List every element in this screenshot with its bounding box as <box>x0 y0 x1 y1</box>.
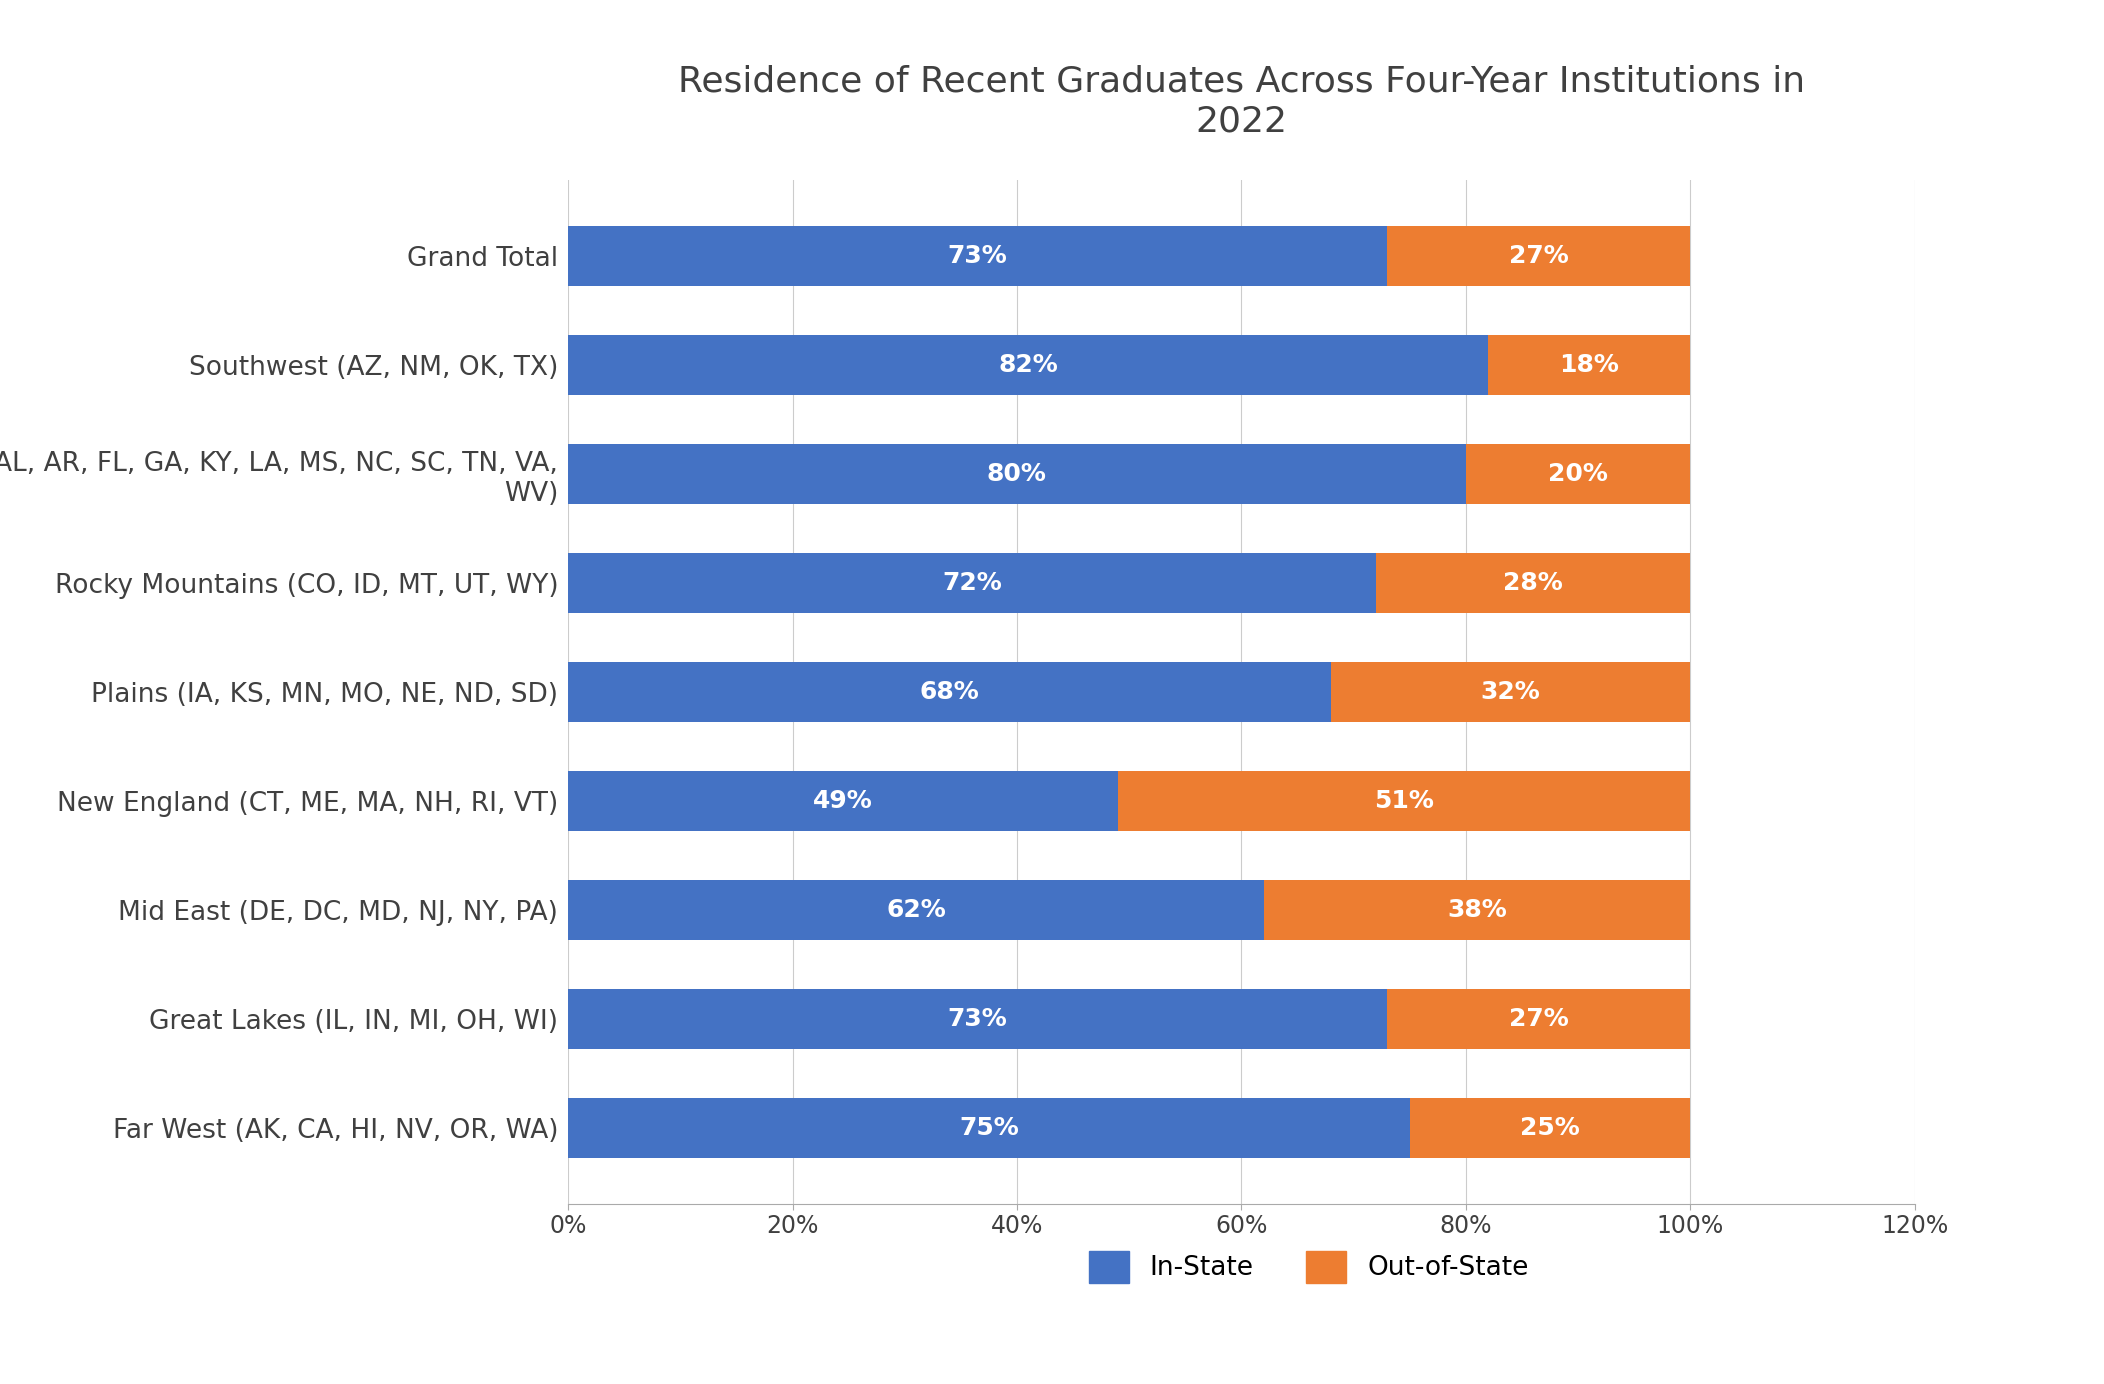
Text: 32%: 32% <box>1481 680 1540 704</box>
Bar <box>568 1098 1410 1157</box>
Text: 80%: 80% <box>987 462 1048 486</box>
Bar <box>1117 771 1690 830</box>
Text: 75%: 75% <box>959 1116 1018 1139</box>
Legend: In-State, Out-of-State: In-State, Out-of-State <box>1079 1240 1538 1293</box>
Bar <box>568 880 1265 940</box>
Text: 73%: 73% <box>947 245 1008 268</box>
Title: Residence of Recent Graduates Across Four-Year Institutions in
2022: Residence of Recent Graduates Across Fou… <box>677 65 1805 138</box>
Bar <box>1332 662 1690 722</box>
Text: 18%: 18% <box>1559 353 1620 378</box>
Text: 51%: 51% <box>1374 789 1435 812</box>
Bar <box>568 444 1466 504</box>
Text: 27%: 27% <box>1509 245 1570 268</box>
Bar <box>568 227 1387 286</box>
Bar <box>568 662 1332 722</box>
Bar <box>568 771 1117 830</box>
Text: 38%: 38% <box>1448 898 1506 922</box>
Bar <box>1387 227 1690 286</box>
Text: 27%: 27% <box>1509 1006 1570 1031</box>
Bar <box>568 335 1488 396</box>
Bar <box>568 988 1387 1049</box>
Text: 25%: 25% <box>1519 1116 1580 1139</box>
Text: 82%: 82% <box>997 353 1058 378</box>
Text: 62%: 62% <box>886 898 947 922</box>
Bar <box>1466 444 1690 504</box>
Bar <box>1376 554 1690 613</box>
Bar <box>1488 335 1690 396</box>
Text: 28%: 28% <box>1502 572 1563 595</box>
Text: 73%: 73% <box>947 1006 1008 1031</box>
Text: 72%: 72% <box>943 572 1002 595</box>
Bar <box>1387 988 1690 1049</box>
Bar <box>1265 880 1690 940</box>
Text: 20%: 20% <box>1549 462 1607 486</box>
Text: 68%: 68% <box>919 680 980 704</box>
Text: 49%: 49% <box>812 789 873 812</box>
Bar <box>568 554 1376 613</box>
Bar <box>1410 1098 1690 1157</box>
